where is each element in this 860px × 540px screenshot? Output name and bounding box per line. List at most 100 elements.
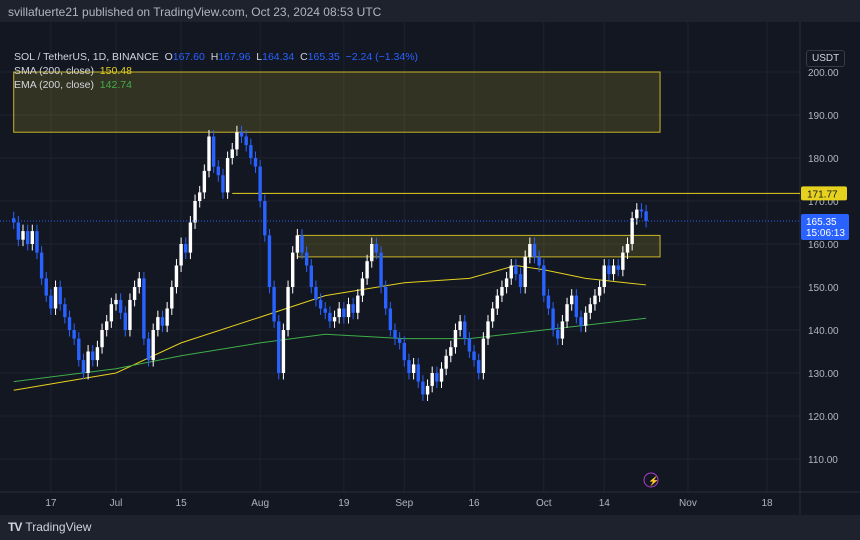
last-price-tag xyxy=(801,213,849,240)
candle-body xyxy=(128,299,132,330)
candle-body xyxy=(132,287,137,300)
candle-body xyxy=(528,244,532,257)
candle-body xyxy=(439,368,444,382)
candle-body xyxy=(342,308,346,318)
candle-body xyxy=(109,304,114,322)
candle-body xyxy=(91,351,95,361)
candle-body xyxy=(272,287,276,322)
candle-body xyxy=(207,136,211,171)
candle-body xyxy=(518,274,523,287)
price-chart[interactable]: 200.00 190.00 180.00 170.00 160.00 150.00 140.… xyxy=(0,22,860,515)
candle-body xyxy=(542,265,546,296)
candle-body xyxy=(58,287,62,305)
candle-body xyxy=(597,287,602,296)
ema-value: 142.74 xyxy=(99,79,132,91)
candle-body xyxy=(570,295,574,305)
candle-body xyxy=(188,222,193,253)
candle-body xyxy=(593,295,597,305)
candle-body xyxy=(146,338,151,361)
candle-body xyxy=(184,244,188,253)
candle-body xyxy=(625,244,630,253)
candle-body xyxy=(300,235,304,253)
candle-body xyxy=(411,364,416,373)
candle-body xyxy=(500,287,504,296)
candle-body xyxy=(165,308,169,326)
candle-body xyxy=(407,360,411,373)
last-price-label: 165.35 xyxy=(806,217,837,228)
candle-body xyxy=(211,136,216,167)
candle-body xyxy=(44,278,48,296)
candle-body xyxy=(560,321,565,339)
sma-label: SMA (200, close) xyxy=(14,65,94,77)
candle-body xyxy=(388,308,393,330)
candle-body xyxy=(53,287,58,309)
close-value: 165.35 xyxy=(307,51,340,63)
lightning-icon[interactable] xyxy=(643,472,659,488)
supply-demand-zone xyxy=(13,71,661,133)
candle-body xyxy=(49,295,53,309)
time-tick-label: 17 xyxy=(45,498,57,509)
candle-body xyxy=(72,330,76,339)
candle-body xyxy=(509,265,513,279)
candle-body xyxy=(95,347,100,361)
candle-body xyxy=(318,299,323,309)
currency-button[interactable]: USDT xyxy=(806,50,846,67)
candle-body xyxy=(267,235,272,287)
candle-body xyxy=(644,211,648,221)
time-tick-label: 18 xyxy=(761,498,773,509)
price-tick-label: 120.00 xyxy=(808,412,839,423)
candle-body xyxy=(583,312,588,326)
candle-body xyxy=(230,149,234,158)
candle-body xyxy=(198,192,202,201)
price-tick-label: 110.00 xyxy=(808,455,838,466)
time-tick-label: 16 xyxy=(468,498,480,509)
candle-body xyxy=(453,330,458,348)
sma-row[interactable]: SMA (200, close) 150.48 xyxy=(14,64,418,78)
candle-body xyxy=(346,304,351,318)
candle-body xyxy=(137,278,141,287)
candle-body xyxy=(351,304,355,313)
chart-pane[interactable]: 200.00 190.00 180.00 170.00 160.00 150.00 140.… xyxy=(0,22,860,515)
brand-name: TradingView xyxy=(25,520,92,534)
candle-body xyxy=(244,136,248,146)
candle-body xyxy=(565,304,569,322)
candle-body xyxy=(360,278,365,296)
candle-body xyxy=(156,317,160,330)
chart-legend: SOL / TetherUS, 1D, BINANCE O167.60 H167… xyxy=(14,50,418,92)
candle-body xyxy=(374,244,379,253)
candle-body xyxy=(397,338,402,343)
candle-body xyxy=(295,235,300,253)
time-tick-label: Sep xyxy=(395,498,413,509)
tradingview-logo[interactable]: TV TradingView xyxy=(8,520,91,534)
candle-body xyxy=(365,261,369,279)
ema-row[interactable]: EMA (200, close) 142.74 xyxy=(14,78,418,92)
low-value: 164.34 xyxy=(262,51,295,63)
price-tick-label: 160.00 xyxy=(808,240,839,251)
candle-body xyxy=(458,321,462,330)
candle-body xyxy=(263,201,267,236)
published-caption: svillafuerte21 published on TradingView.… xyxy=(8,5,382,19)
candle-body xyxy=(314,287,318,300)
candle-body xyxy=(472,351,476,361)
candle-body xyxy=(551,308,555,330)
candle-body xyxy=(337,308,341,318)
candle-body xyxy=(556,330,560,339)
candle-body xyxy=(309,265,313,287)
price-tick-label: 180.00 xyxy=(808,154,839,165)
candle-body xyxy=(35,231,39,253)
candle-body xyxy=(39,252,44,279)
symbol-label[interactable]: SOL / TetherUS, 1D, BINANCE xyxy=(14,51,159,63)
candle-body xyxy=(160,317,165,326)
time-tick-label: Jul xyxy=(110,498,123,509)
candle-body xyxy=(504,278,509,287)
resistance-price-tag xyxy=(801,186,847,201)
candle-body xyxy=(142,278,146,339)
candle-body xyxy=(179,244,183,266)
lightning-glyph: ⚡ xyxy=(648,475,659,487)
candle-body xyxy=(30,231,34,244)
candle-body xyxy=(481,338,486,373)
candle-body xyxy=(291,252,295,287)
h-label: H xyxy=(210,51,219,63)
candle-body xyxy=(258,166,262,201)
candle-body xyxy=(281,330,286,373)
